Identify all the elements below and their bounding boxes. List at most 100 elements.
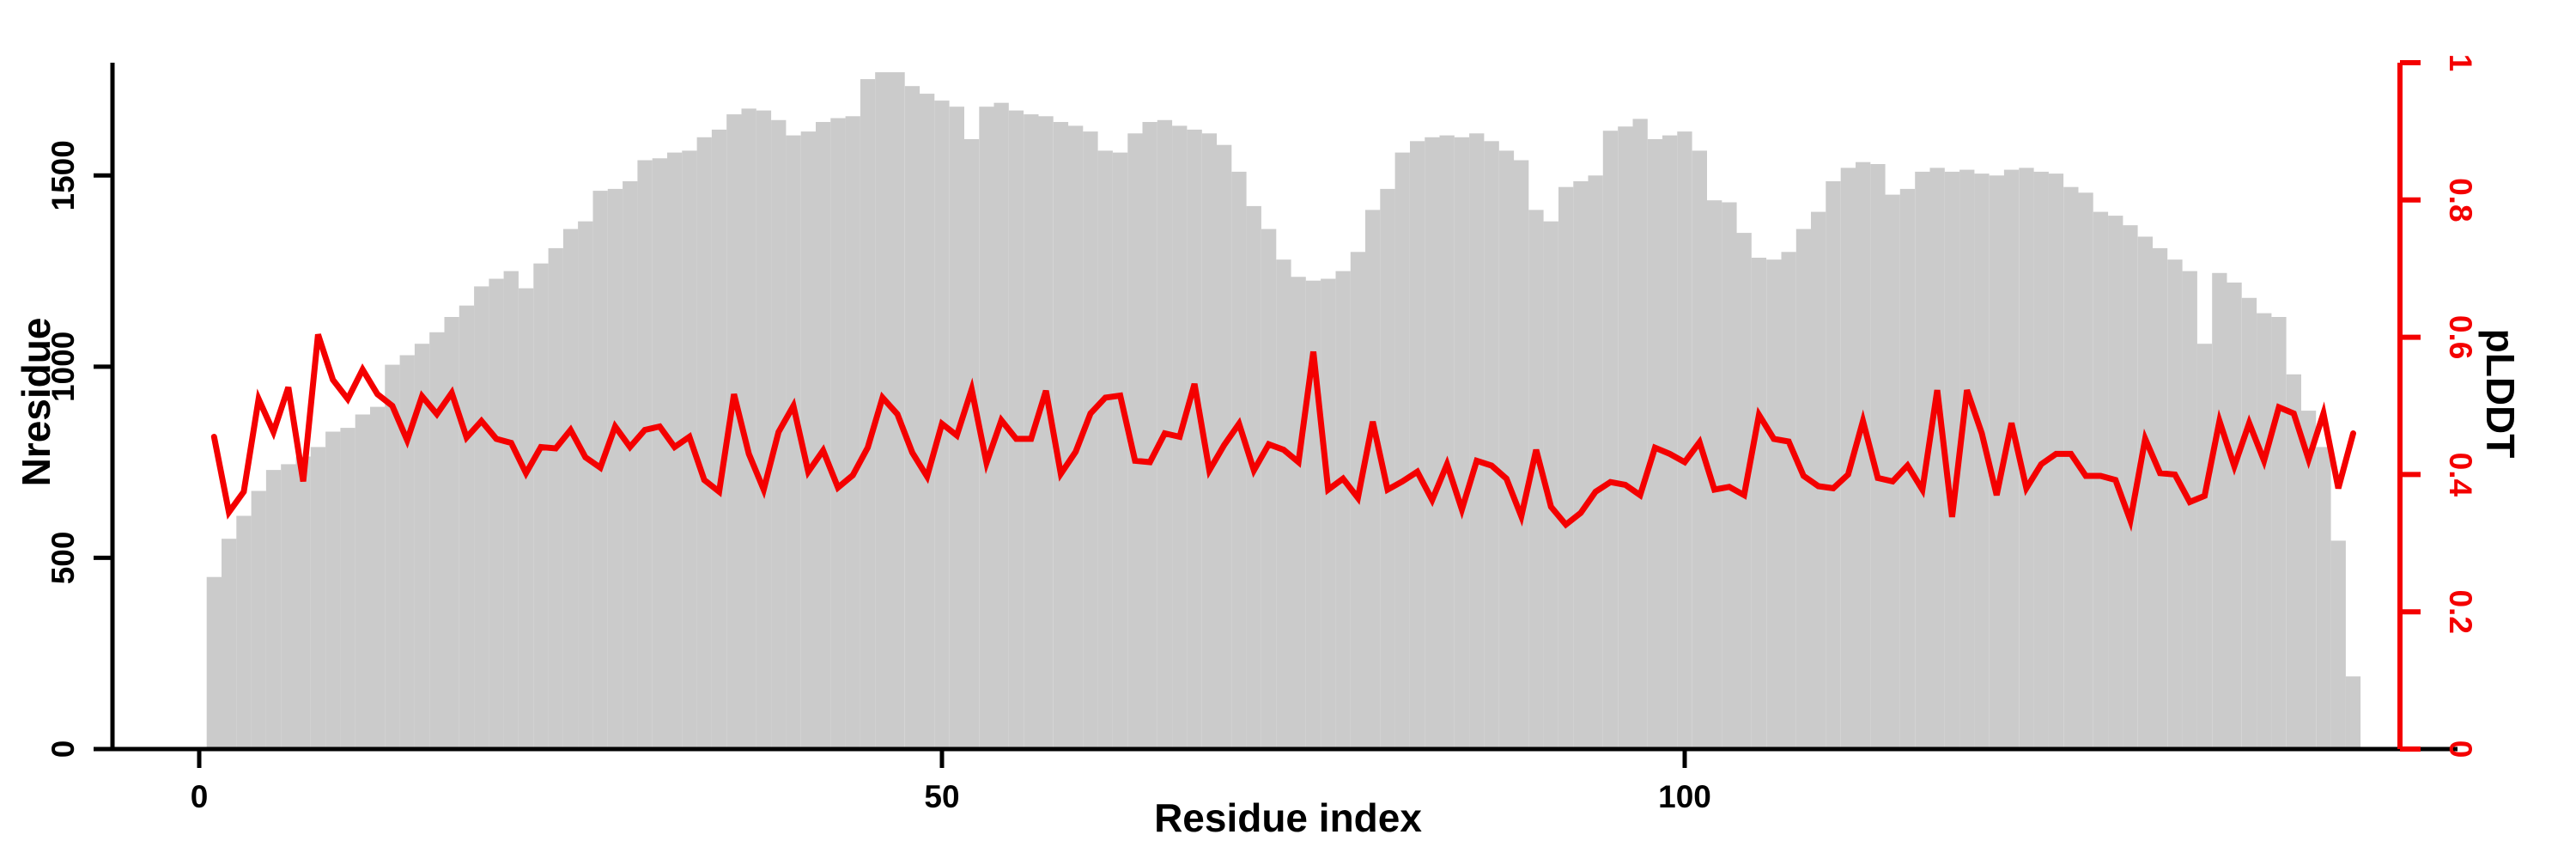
bar bbox=[2286, 374, 2301, 750]
bars-series bbox=[206, 72, 2361, 751]
bar bbox=[682, 150, 697, 750]
bar bbox=[1662, 135, 1678, 751]
bar bbox=[1543, 221, 1558, 750]
bar bbox=[1573, 181, 1589, 750]
plddt-line bbox=[210, 333, 2356, 533]
bar bbox=[652, 158, 667, 751]
bar bbox=[637, 160, 653, 750]
bar bbox=[860, 79, 876, 751]
bar bbox=[236, 515, 252, 750]
bar bbox=[562, 228, 579, 751]
bar bbox=[2093, 211, 2109, 751]
bar bbox=[1588, 175, 1603, 751]
y-left-tick-label: 1500 bbox=[46, 140, 81, 210]
bar bbox=[1231, 171, 1247, 750]
bar bbox=[2271, 317, 2287, 750]
bar bbox=[2196, 344, 2213, 750]
bar bbox=[2330, 540, 2346, 750]
bar bbox=[1795, 228, 1812, 751]
left-axis-title: Nresidue bbox=[14, 317, 58, 487]
bar bbox=[830, 118, 846, 750]
bar bbox=[2241, 297, 2257, 750]
bar bbox=[444, 317, 459, 750]
bar bbox=[1201, 133, 1218, 751]
bar bbox=[1885, 194, 1900, 751]
bar bbox=[1618, 126, 1633, 751]
bar bbox=[904, 86, 920, 750]
bar bbox=[623, 181, 638, 750]
bar bbox=[355, 414, 370, 750]
bar bbox=[578, 221, 593, 750]
bar bbox=[310, 447, 326, 750]
bar bbox=[1380, 188, 1395, 750]
bar bbox=[2257, 313, 2272, 750]
bar bbox=[414, 344, 430, 750]
bar bbox=[920, 94, 935, 751]
bar bbox=[1632, 119, 1648, 750]
bar bbox=[1097, 150, 1113, 750]
bar bbox=[265, 470, 282, 750]
bar bbox=[1722, 202, 1737, 750]
bar bbox=[875, 72, 890, 751]
bar bbox=[1291, 277, 1306, 750]
bar bbox=[1008, 110, 1024, 751]
bar bbox=[979, 107, 994, 750]
bar bbox=[1142, 122, 1157, 750]
x-axis-title: Residue index bbox=[1154, 795, 1422, 840]
bar bbox=[1514, 160, 1529, 750]
bar bbox=[370, 406, 386, 750]
bar bbox=[963, 139, 980, 750]
bar bbox=[222, 539, 237, 750]
x-tick-label: 0 bbox=[191, 779, 209, 814]
bar bbox=[385, 364, 400, 750]
bar bbox=[2019, 168, 2034, 750]
bar bbox=[519, 288, 534, 751]
bar bbox=[281, 464, 296, 750]
bar bbox=[1856, 161, 1871, 750]
right-axis-title: pLDDT bbox=[2478, 328, 2523, 459]
bar bbox=[533, 263, 549, 750]
bar bbox=[1305, 280, 1321, 750]
bar bbox=[726, 114, 742, 751]
bar bbox=[2048, 174, 2064, 751]
bar bbox=[1781, 252, 1796, 750]
bar bbox=[2182, 271, 2197, 751]
bar bbox=[607, 188, 623, 750]
bar bbox=[1261, 228, 1277, 751]
bar bbox=[1974, 174, 1990, 751]
bar bbox=[1053, 122, 1069, 750]
bar bbox=[1989, 175, 2004, 751]
bar bbox=[711, 129, 727, 750]
bar bbox=[1113, 152, 1128, 751]
bar bbox=[800, 131, 816, 751]
bar bbox=[1811, 211, 1826, 751]
bar bbox=[1127, 133, 1143, 751]
bar bbox=[1558, 186, 1574, 750]
bar bbox=[1484, 141, 1499, 751]
bar bbox=[1469, 133, 1485, 751]
bar bbox=[1929, 168, 1945, 750]
bar bbox=[786, 135, 801, 751]
bar bbox=[1677, 131, 1692, 751]
bar bbox=[2212, 272, 2227, 750]
bar bbox=[1410, 141, 1425, 751]
y-right-tick-label: 0.4 bbox=[2443, 453, 2478, 497]
bar bbox=[1425, 137, 1440, 751]
bar bbox=[1083, 131, 1098, 751]
bar bbox=[399, 355, 415, 750]
bar bbox=[1246, 205, 1261, 750]
bar bbox=[548, 247, 563, 750]
bar bbox=[2003, 169, 2020, 751]
x-tick-label: 100 bbox=[1658, 779, 1711, 814]
bar bbox=[1915, 171, 1930, 750]
y-right-tick-label: 0 bbox=[2443, 740, 2478, 758]
bar bbox=[1038, 116, 1054, 751]
bar bbox=[2345, 676, 2361, 750]
bar bbox=[1707, 200, 1722, 750]
bar bbox=[2227, 282, 2242, 750]
bar bbox=[816, 122, 831, 750]
bar bbox=[1602, 131, 1619, 750]
bar bbox=[1454, 137, 1470, 751]
